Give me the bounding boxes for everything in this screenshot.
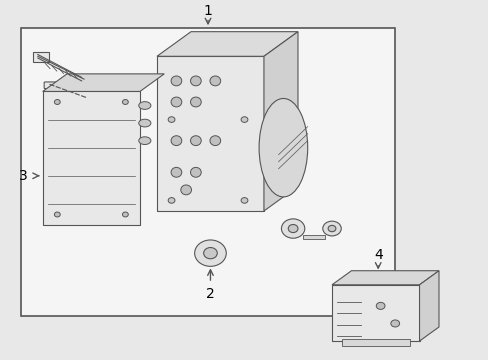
Polygon shape: [157, 32, 297, 56]
Ellipse shape: [203, 248, 217, 259]
Ellipse shape: [390, 320, 399, 327]
Ellipse shape: [241, 198, 247, 203]
Polygon shape: [331, 271, 438, 285]
Ellipse shape: [241, 117, 247, 122]
Bar: [157, 56, 264, 211]
Ellipse shape: [171, 136, 182, 145]
Text: 3: 3: [20, 169, 28, 183]
Ellipse shape: [190, 167, 201, 177]
Ellipse shape: [327, 225, 335, 232]
Ellipse shape: [190, 136, 201, 145]
Ellipse shape: [168, 198, 175, 203]
Ellipse shape: [259, 99, 307, 197]
Polygon shape: [264, 32, 297, 211]
Ellipse shape: [281, 219, 304, 238]
Bar: [33, 52, 48, 62]
Ellipse shape: [194, 240, 226, 266]
Bar: [341, 339, 409, 346]
Ellipse shape: [122, 212, 128, 217]
Polygon shape: [42, 74, 164, 91]
Bar: [302, 235, 324, 239]
Ellipse shape: [190, 97, 201, 107]
Ellipse shape: [54, 212, 60, 217]
Ellipse shape: [287, 225, 297, 233]
Ellipse shape: [54, 99, 60, 104]
Ellipse shape: [168, 117, 175, 122]
Ellipse shape: [139, 102, 151, 109]
Ellipse shape: [181, 185, 191, 195]
Ellipse shape: [209, 136, 220, 145]
Ellipse shape: [139, 137, 151, 144]
Ellipse shape: [171, 167, 182, 177]
Polygon shape: [419, 271, 438, 341]
Ellipse shape: [122, 99, 128, 104]
Ellipse shape: [322, 221, 341, 236]
Ellipse shape: [190, 76, 201, 86]
Ellipse shape: [171, 97, 182, 107]
Ellipse shape: [171, 76, 182, 86]
Bar: [42, 91, 140, 225]
Text: 4: 4: [373, 248, 382, 262]
Text: 2: 2: [205, 287, 214, 301]
FancyBboxPatch shape: [44, 82, 58, 89]
Bar: [331, 285, 419, 341]
Ellipse shape: [209, 76, 220, 86]
Text: 1: 1: [203, 4, 212, 18]
Ellipse shape: [139, 119, 151, 127]
Bar: [21, 28, 394, 316]
Ellipse shape: [375, 302, 384, 309]
